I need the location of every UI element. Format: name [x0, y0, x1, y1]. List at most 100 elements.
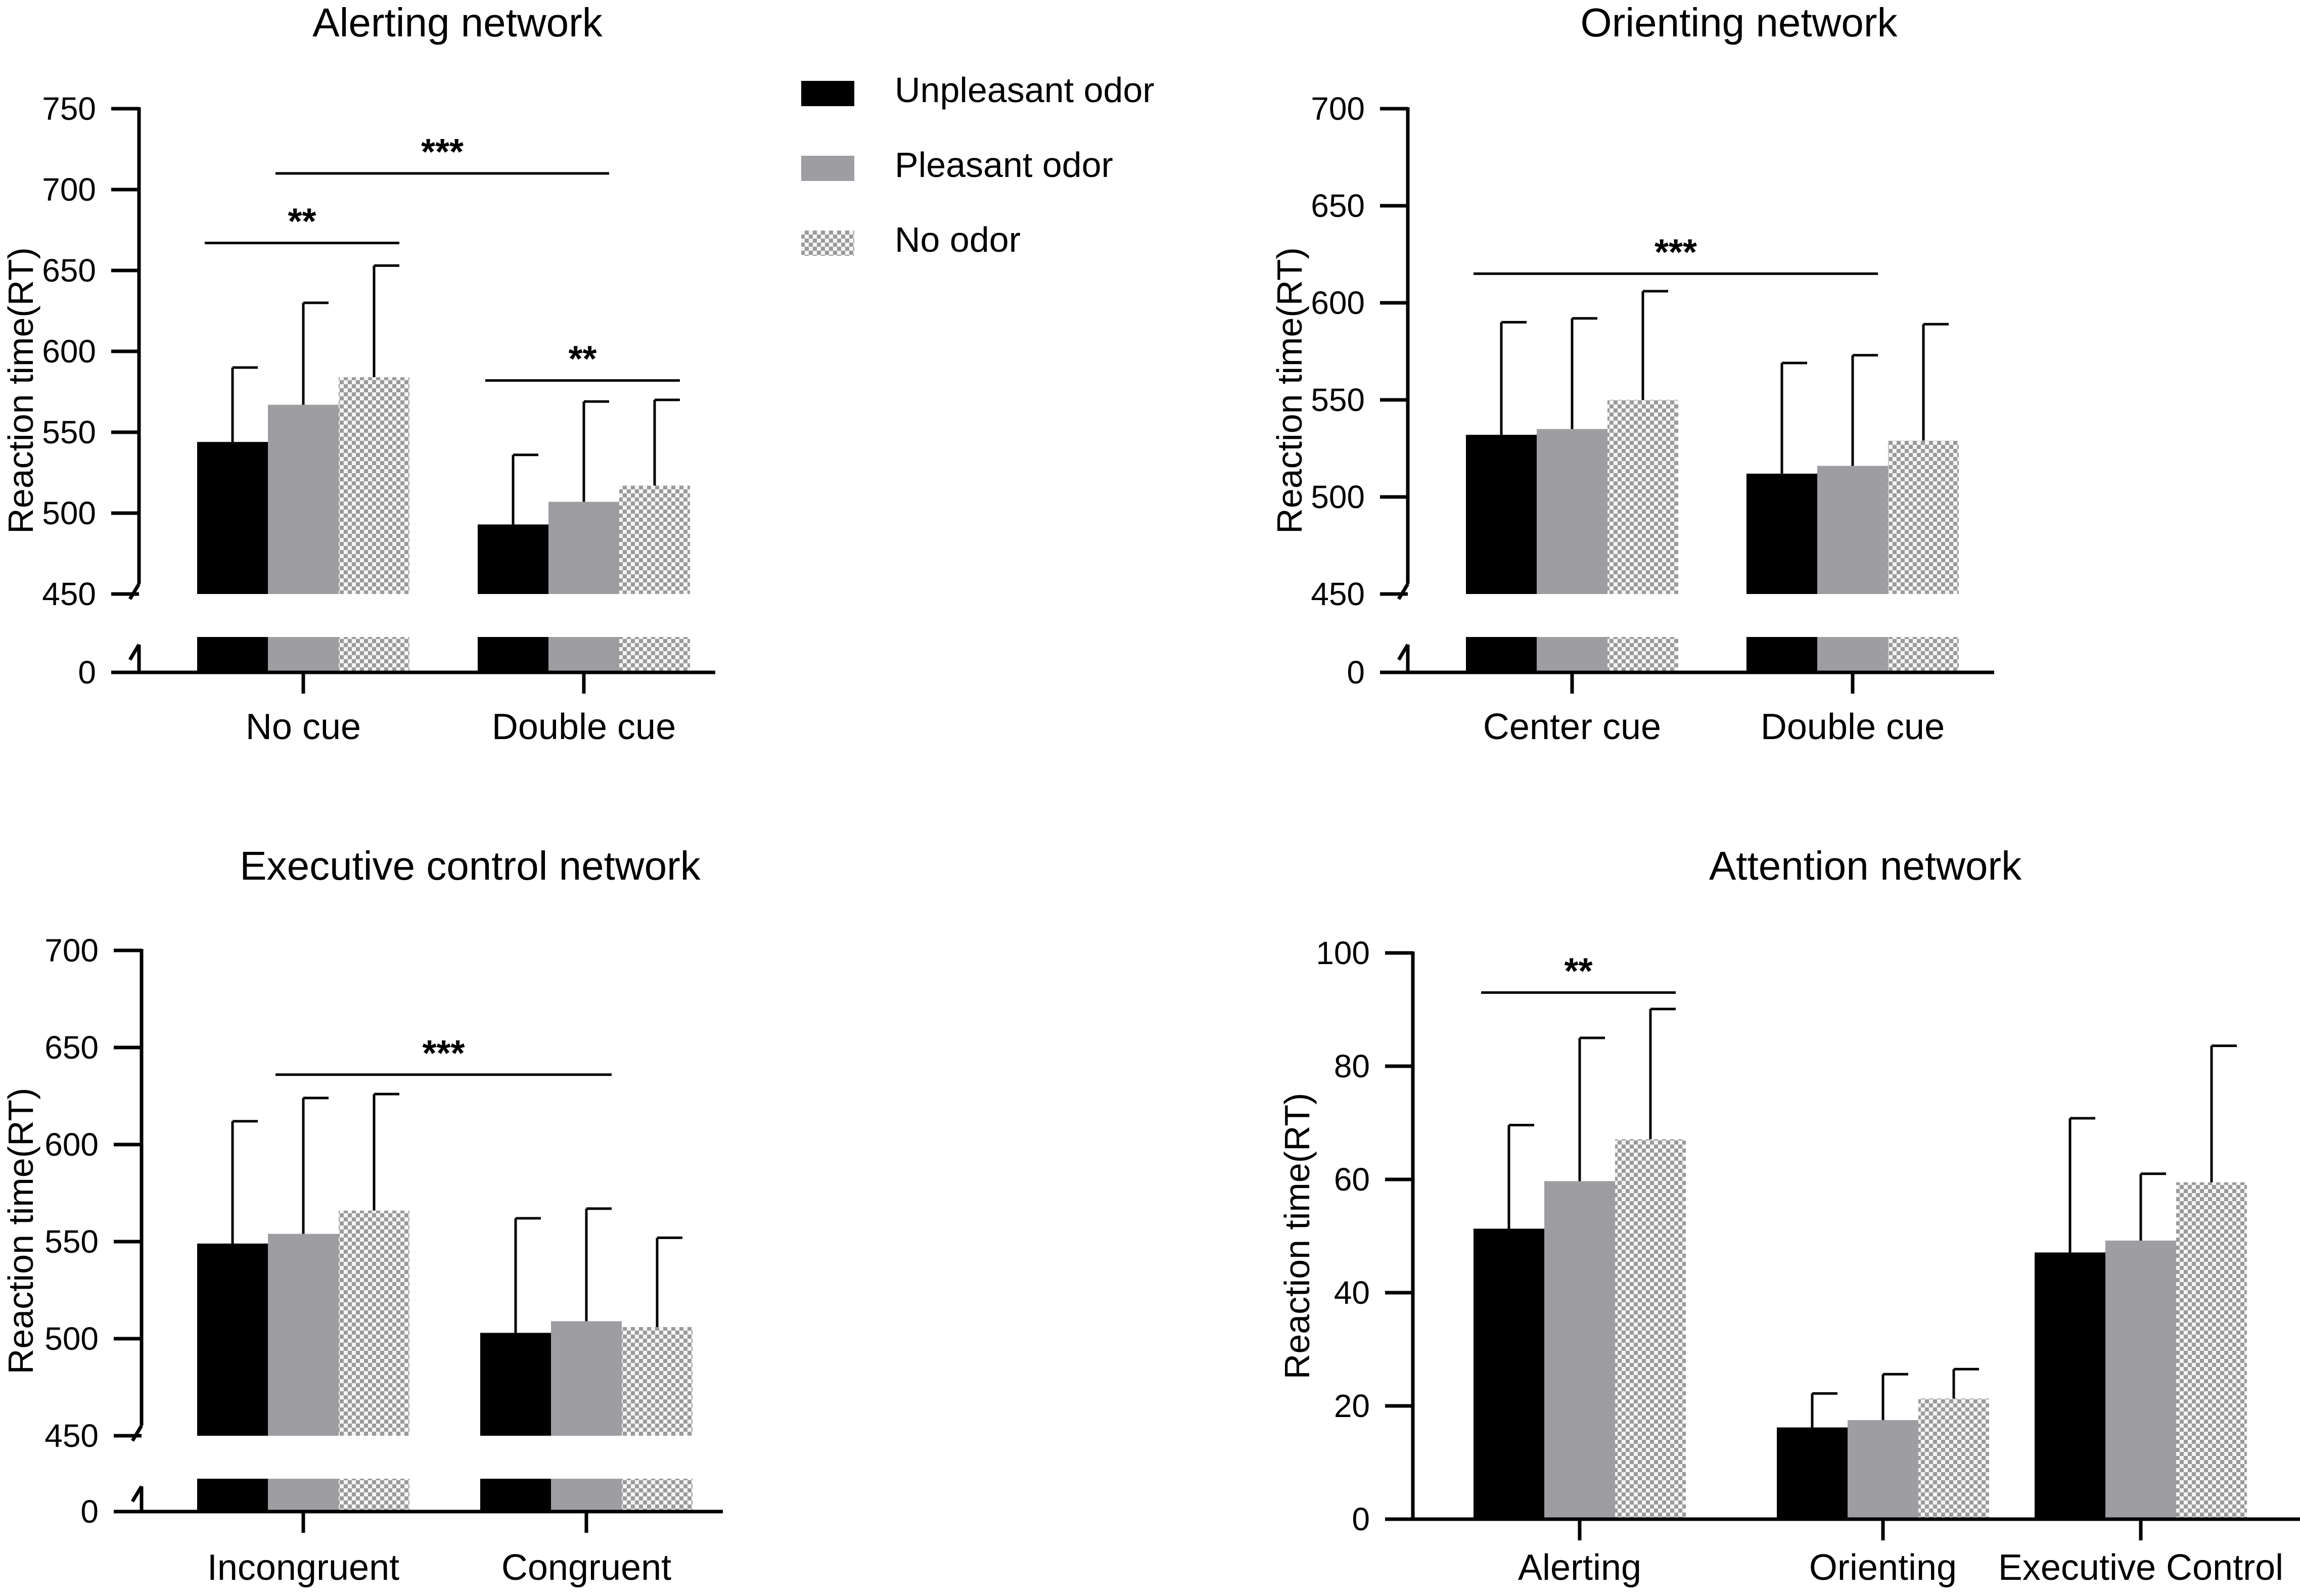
y-axis-break-lower — [1397, 644, 1410, 661]
chart-title: Orienting network — [1581, 0, 1898, 45]
y-tick-label-450: 450 — [42, 576, 96, 612]
bar-base-unpleasant-odor-double-cue — [1746, 637, 1817, 672]
x-tick-label-alerting: Alerting — [1518, 1547, 1641, 1588]
y-tick-label-650: 650 — [44, 1029, 99, 1066]
bar-pleasant-odor-center-cue — [1537, 429, 1607, 594]
y-axis-label: Reaction time(RT) — [1270, 247, 1309, 534]
bar-pleasant-odor-no-cue — [268, 404, 339, 594]
x-tick-label-executive-control: Executive Control — [1998, 1547, 2283, 1588]
panel-alerting-network: Alerting network Reaction time(RT) No cue D… — [1, 0, 715, 747]
y-tick-label-600: 600 — [42, 333, 96, 370]
x-tick-label-orienting: Orienting — [1809, 1547, 1957, 1588]
bar-unpleasant-odor-executive-control — [2035, 1252, 2105, 1519]
chart-title: Executive control network — [240, 843, 701, 888]
bar-base-pleasant-odor-congruent — [551, 1479, 622, 1512]
x-tick-label-incongruent: Incongruent — [207, 1547, 399, 1588]
bar-base-pleasant-odor-center-cue — [1537, 637, 1607, 672]
bar-base-unpleasant-odor-double-cue — [478, 637, 548, 672]
legend-swatch-pleasant-odor — [801, 156, 854, 181]
y-axis-break-upper — [1397, 583, 1410, 600]
bar-no-odor-double-cue — [1888, 440, 1959, 594]
bar-pleasant-odor-double-cue — [548, 501, 619, 594]
significance-label-0: *** — [1654, 232, 1697, 272]
y-tick-label-700: 700 — [42, 171, 96, 208]
bar-no-odor-orienting — [1918, 1398, 1989, 1519]
y-tick-label-80: 80 — [1334, 1048, 1370, 1084]
bar-no-odor-no-cue — [339, 377, 409, 594]
bar-unpleasant-odor-congruent — [480, 1333, 551, 1436]
bar-base-no-odor-double-cue — [1888, 637, 1959, 672]
y-axis-break-upper — [130, 1425, 144, 1442]
y-tick-label-450: 450 — [1311, 576, 1365, 612]
x-tick-label-double-cue: Double cue — [1761, 707, 1945, 747]
y-axis-label: Reaction time(RT) — [1, 247, 40, 534]
bar-unpleasant-odor-no-cue — [197, 442, 268, 594]
y-tick-label-600: 600 — [44, 1126, 99, 1163]
y-axis-break-upper — [128, 583, 141, 600]
panel-orienting-network: Orienting network Reaction time(RT) Center… — [1270, 0, 1994, 747]
y-axis-label: Reaction time(RT) — [1, 1088, 40, 1375]
panel-executive-control-network: Executive control network Reaction time(R… — [1, 843, 723, 1588]
panel-attention-network: Attention network Reaction time(RT) Alerti… — [1277, 843, 2300, 1588]
y-tick-label-550: 550 — [42, 414, 96, 450]
bar-base-pleasant-odor-incongruent — [268, 1479, 339, 1512]
legend-swatch-no-odor — [801, 231, 854, 256]
legend-label-no-odor: No odor — [895, 220, 1021, 259]
legend-label-unpleasant-odor: Unpleasant odor — [895, 70, 1155, 110]
significance-label-2: ** — [568, 339, 596, 380]
bar-base-pleasant-odor-double-cue — [548, 637, 619, 672]
bar-pleasant-odor-congruent — [551, 1321, 622, 1436]
bar-base-unpleasant-odor-congruent — [480, 1479, 551, 1512]
bar-unpleasant-odor-double-cue — [478, 524, 548, 594]
bar-pleasant-odor-double-cue — [1817, 466, 1888, 594]
bar-base-no-odor-no-cue — [339, 637, 409, 672]
y-tick-label-550: 550 — [1311, 382, 1365, 418]
y-axis-break-lower — [130, 1485, 144, 1502]
bar-pleasant-odor-executive-control — [2105, 1240, 2176, 1519]
y-axis-label: Reaction time(RT) — [1277, 1093, 1317, 1380]
bar-base-no-odor-center-cue — [1607, 637, 1678, 672]
chart-title: Attention network — [1709, 843, 2022, 888]
y-tick-label-700: 700 — [44, 932, 99, 969]
x-tick-label-congruent: Congruent — [501, 1547, 671, 1588]
bar-base-no-odor-incongruent — [339, 1479, 409, 1512]
y-tick-label-550: 550 — [44, 1223, 99, 1260]
bar-pleasant-odor-orienting — [1848, 1420, 1918, 1519]
bar-unpleasant-odor-center-cue — [1466, 435, 1537, 594]
y-tick-label-650: 650 — [1311, 188, 1365, 224]
bar-no-odor-alerting — [1615, 1139, 1686, 1519]
y-tick-label-0: 0 — [80, 1493, 99, 1530]
bar-base-unpleasant-odor-center-cue — [1466, 637, 1537, 672]
bar-no-odor-executive-control — [2176, 1182, 2247, 1519]
bar-unpleasant-odor-incongruent — [197, 1243, 268, 1436]
y-tick-label-100: 100 — [1316, 935, 1370, 971]
chart-title: Alerting network — [312, 0, 603, 45]
y-tick-label-500: 500 — [1311, 479, 1365, 515]
y-tick-label-60: 60 — [1334, 1161, 1370, 1198]
legend: Unpleasant odor Pleasant odor No odor — [801, 70, 1155, 259]
legend-item-no-odor: No odor — [801, 220, 1021, 259]
bar-unpleasant-odor-orienting — [1777, 1427, 1848, 1519]
y-tick-label-600: 600 — [1311, 285, 1365, 321]
bar-no-odor-center-cue — [1607, 400, 1678, 594]
y-tick-label-450: 450 — [44, 1418, 99, 1454]
y-tick-label-700: 700 — [1311, 90, 1365, 127]
bar-unpleasant-odor-double-cue — [1746, 473, 1817, 594]
legend-label-pleasant-odor: Pleasant odor — [895, 145, 1113, 185]
legend-item-pleasant-odor: Pleasant odor — [801, 145, 1113, 185]
significance-label-0: ** — [1564, 951, 1592, 991]
y-tick-label-0: 0 — [1352, 1501, 1370, 1537]
y-axis-break-lower — [128, 644, 141, 661]
bar-pleasant-odor-alerting — [1544, 1181, 1615, 1519]
y-tick-label-0: 0 — [1347, 654, 1365, 691]
y-tick-label-750: 750 — [42, 90, 96, 127]
bar-pleasant-odor-incongruent — [268, 1234, 339, 1436]
bar-no-odor-double-cue — [619, 485, 690, 594]
y-tick-label-650: 650 — [42, 252, 96, 289]
bar-no-odor-incongruent — [339, 1210, 409, 1436]
bar-base-no-odor-double-cue — [619, 637, 690, 672]
x-tick-label-no-cue: No cue — [246, 707, 361, 747]
bar-unpleasant-odor-alerting — [1474, 1228, 1544, 1519]
bar-no-odor-congruent — [622, 1327, 693, 1436]
